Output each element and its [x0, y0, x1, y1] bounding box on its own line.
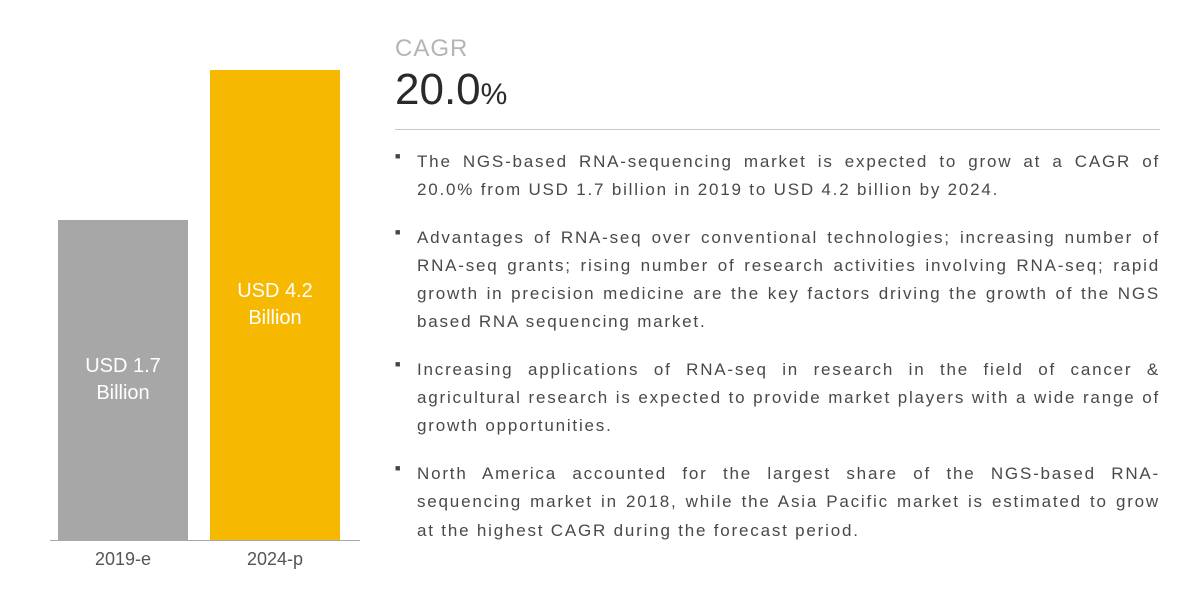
x-axis-labels: 2019-e 2024-p: [50, 549, 360, 570]
bar-label-2024: USD 4.2 Billion: [210, 278, 340, 332]
bullet-item: North America accounted for the largest …: [395, 460, 1160, 544]
cagr-percent-sign: %: [481, 78, 508, 111]
divider: [395, 129, 1160, 130]
bar-2024: USD 4.2 Billion: [210, 70, 340, 540]
bar-label-2019: USD 1.7 Billion: [58, 353, 188, 407]
bullet-list: The NGS-based RNA-sequencing market is e…: [395, 148, 1160, 545]
chart-section: USD 1.7 Billion USD 4.2 Billion 2019-e 2…: [30, 30, 360, 570]
x-label-2024: 2024-p: [210, 549, 340, 570]
cagr-label: CAGR: [395, 35, 1160, 63]
bars-area: USD 1.7 Billion USD 4.2 Billion: [50, 70, 360, 541]
bar-2019: USD 1.7 Billion: [58, 220, 188, 540]
bullet-item: Increasing applications of RNA-seq in re…: [395, 356, 1160, 440]
cagr-value: 20.0%: [395, 65, 1160, 115]
text-section: CAGR 20.0% The NGS-based RNA-sequencing …: [360, 30, 1160, 570]
cagr-number: 20.0: [395, 65, 481, 114]
bullet-item: The NGS-based RNA-sequencing market is e…: [395, 148, 1160, 204]
bullet-item: Advantages of RNA-seq over conventional …: [395, 224, 1160, 336]
x-label-2019: 2019-e: [58, 549, 188, 570]
